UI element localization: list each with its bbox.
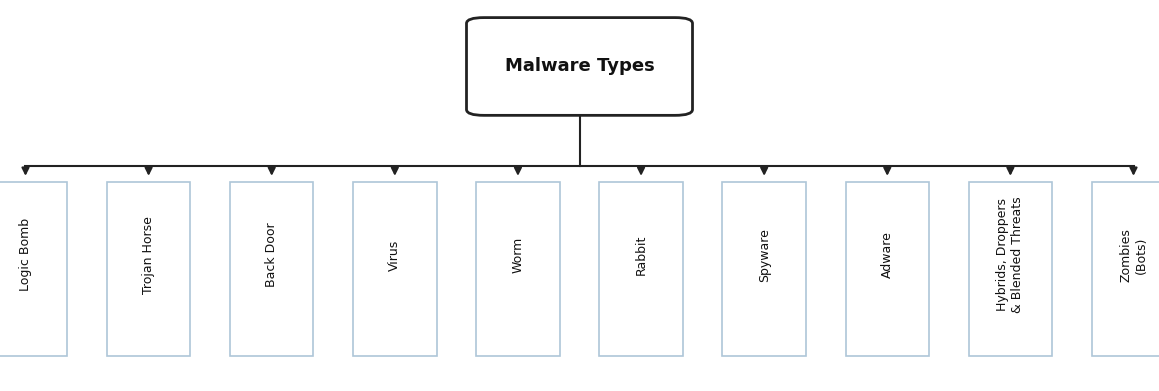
Text: Spyware: Spyware [758,228,771,282]
Text: Malware Types: Malware Types [504,57,655,75]
Text: Logic Bomb: Logic Bomb [19,218,32,291]
Bar [353,182,437,356]
Bar [969,182,1052,356]
Text: Trojan Horse: Trojan Horse [143,216,155,294]
Bar [722,182,806,356]
Bar [476,182,560,356]
Bar [1092,182,1159,356]
Bar [846,182,930,356]
Text: Adware: Adware [881,231,894,278]
Text: Zombies
(Bots): Zombies (Bots) [1120,228,1147,282]
Text: Rabbit: Rabbit [635,235,648,275]
Bar [0,182,67,356]
FancyBboxPatch shape [466,18,693,115]
Text: Worm: Worm [511,237,524,273]
Text: Virus: Virus [388,239,401,271]
Bar [107,182,190,356]
Bar [599,182,683,356]
Bar [229,182,313,356]
Text: Back Door: Back Door [265,222,278,287]
Text: Hybrids, Droppers
& Blended Threats: Hybrids, Droppers & Blended Threats [997,197,1025,313]
